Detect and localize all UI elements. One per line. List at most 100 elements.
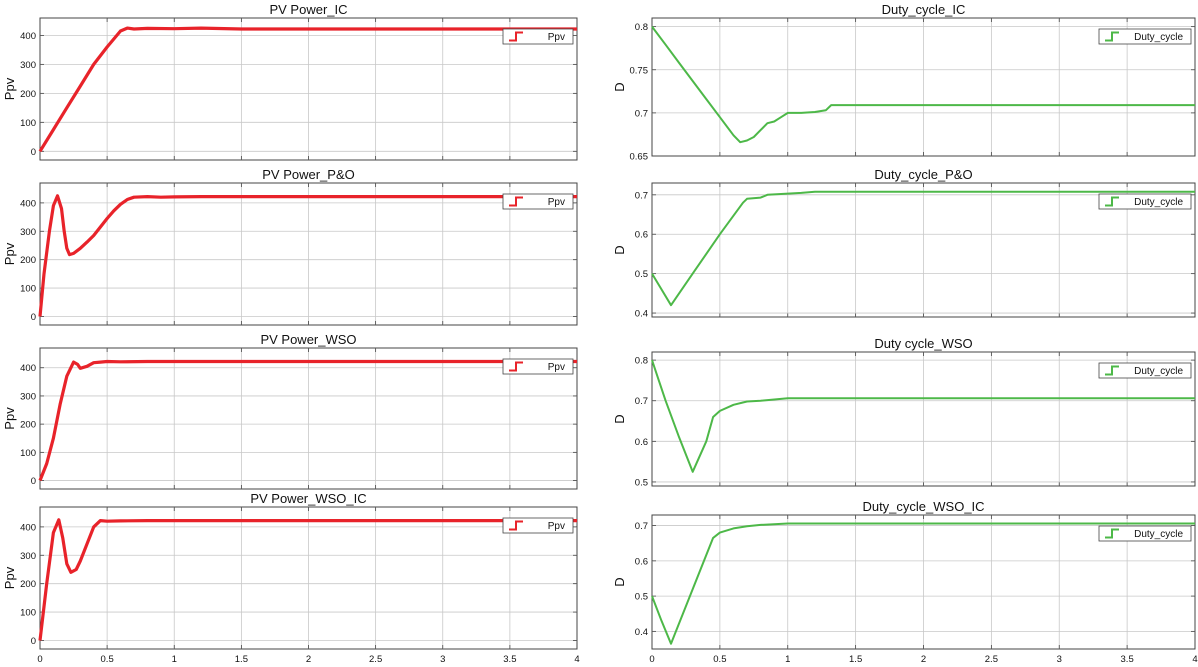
legend-swatch (509, 520, 523, 531)
y-tick-label: 0.5 (635, 477, 648, 488)
y-tick-label: 0.7 (635, 190, 648, 201)
y-tick-label: 0 (31, 476, 36, 487)
x-tick-label: 0.5 (713, 654, 726, 665)
series-line (38, 359, 577, 482)
legend-box (1098, 362, 1192, 379)
y-tick-label: 0 (31, 147, 36, 158)
x-tick-label: 2 (921, 654, 926, 665)
legend: Duty_cycle (1098, 193, 1192, 210)
series-line (651, 25, 1195, 144)
chart-panel-7: 0 0.5 1 1.5 2 2.5 3 3.5 4 0.4 0.5 0.6 0.7 Duty_cycle_… (612, 499, 1198, 665)
y-tick-label: 0.4 (635, 309, 648, 320)
y-tick-label: 200 (20, 579, 36, 590)
x-tick-label: 1.5 (849, 654, 862, 665)
y-tick-label: 0.65 (630, 152, 649, 163)
y-axis-label: D (612, 577, 627, 586)
chart-title: Duty_cycle_WSO_IC (862, 499, 984, 514)
legend-label: Ppv (548, 32, 565, 43)
y-tick-label: 0 (31, 312, 36, 323)
chart-title: Duty_cycle_P&O (874, 167, 972, 182)
y-tick-label: 100 (20, 284, 36, 295)
y-tick-label: 0.6 (635, 437, 648, 448)
legend-label: Duty_cycle (1134, 529, 1183, 540)
x-tick-label: 3.5 (1121, 654, 1134, 665)
legend-swatch (509, 196, 523, 207)
legend-label: Duty_cycle (1134, 366, 1183, 377)
legend-swatch (509, 31, 523, 42)
y-tick-label: 0.6 (635, 230, 648, 241)
y-axis-label: D (612, 82, 627, 91)
y-axis-label: D (612, 414, 627, 423)
chart-title: PV Power_IC (269, 2, 347, 17)
y-tick-label: 400 (20, 522, 36, 533)
y-tick-label: 0.5 (635, 592, 648, 603)
y-tick-label: 0 (31, 636, 36, 647)
chart-title: Duty_cycle_IC (882, 2, 966, 17)
series-line (651, 359, 1195, 473)
x-tick-label: 0 (649, 654, 654, 665)
y-tick-label: 300 (20, 60, 36, 71)
chart-panel-1: 0.65 0.7 0.75 0.8 Duty_cycle_IC D Duty_cycle (612, 2, 1196, 163)
x-tick-label: 2 (306, 654, 311, 665)
y-tick-label: 400 (20, 363, 36, 374)
legend-box (1098, 193, 1192, 210)
x-tick-label: 3 (1057, 654, 1062, 665)
y-tick-label: 0.8 (635, 22, 648, 33)
y-tick-label: 0.6 (635, 556, 648, 567)
y-tick-label: 0.4 (635, 627, 648, 638)
y-tick-label: 100 (20, 448, 36, 459)
chart-title: PV Power_WSO (260, 332, 356, 347)
y-tick-label: 0.7 (635, 108, 648, 119)
series-line (38, 518, 577, 641)
legend-label: Duty_cycle (1134, 32, 1183, 43)
chart-title: PV Power_WSO_IC (250, 491, 366, 506)
y-tick-label: 0.5 (635, 269, 648, 280)
legend-swatch (1105, 196, 1119, 207)
y-tick-label: 300 (20, 391, 36, 402)
chart-panel-6: 0 0.5 1 1.5 2 2.5 3 3.5 4 0 100 200 300 400 PV Power_W… (2, 491, 580, 665)
legend: Duty_cycle (1098, 362, 1192, 379)
chart-title: PV Power_P&O (262, 167, 355, 182)
x-tick-label: 4 (1192, 654, 1197, 665)
legend-swatch (509, 361, 523, 372)
y-tick-label: 300 (20, 551, 36, 562)
y-tick-label: 100 (20, 118, 36, 129)
chart-panel-0: 0 100 200 300 400 PV Power_IC Ppv Ppv (2, 2, 578, 161)
legend-label: Duty_cycle (1134, 197, 1183, 208)
x-tick-label: 1 (785, 654, 790, 665)
chart-title: Duty cycle_WSO (874, 336, 972, 351)
series-line (651, 190, 1195, 307)
x-tick-label: 2.5 (985, 654, 998, 665)
y-axis-label: Ppv (2, 77, 17, 100)
y-axis-label: Ppv (2, 407, 17, 430)
chart-panel-2: 0 100 200 300 400 PV Power_P&O Ppv Ppv (2, 167, 578, 326)
x-tick-label: 0 (37, 654, 42, 665)
legend-swatch (1105, 528, 1119, 539)
legend-label: Ppv (548, 362, 565, 373)
legend-label: Ppv (548, 521, 565, 532)
y-tick-label: 300 (20, 227, 36, 238)
legend: Ppv (502, 517, 574, 534)
y-axis-label: D (612, 245, 627, 254)
y-tick-label: 0.7 (635, 521, 648, 532)
legend-swatch (1105, 31, 1119, 42)
y-tick-label: 200 (20, 89, 36, 100)
legend: Ppv (502, 193, 574, 210)
y-axis-label: Ppv (2, 566, 17, 589)
series-line (38, 194, 577, 317)
legend-box (1098, 28, 1192, 45)
y-axis-label: Ppv (2, 242, 17, 265)
x-tick-label: 1 (172, 654, 177, 665)
y-tick-label: 200 (20, 420, 36, 431)
legend: Duty_cycle (1098, 28, 1192, 45)
legend: Ppv (502, 358, 574, 375)
series-line (38, 26, 577, 153)
x-tick-label: 3.5 (503, 654, 516, 665)
y-tick-label: 200 (20, 255, 36, 266)
chart-panel-4: 0 100 200 300 400 PV Power_WSO Ppv Ppv (2, 332, 578, 490)
legend: Ppv (502, 28, 574, 45)
legend-swatch (1105, 365, 1119, 376)
legend-box (1098, 525, 1192, 542)
y-tick-label: 400 (20, 31, 36, 42)
